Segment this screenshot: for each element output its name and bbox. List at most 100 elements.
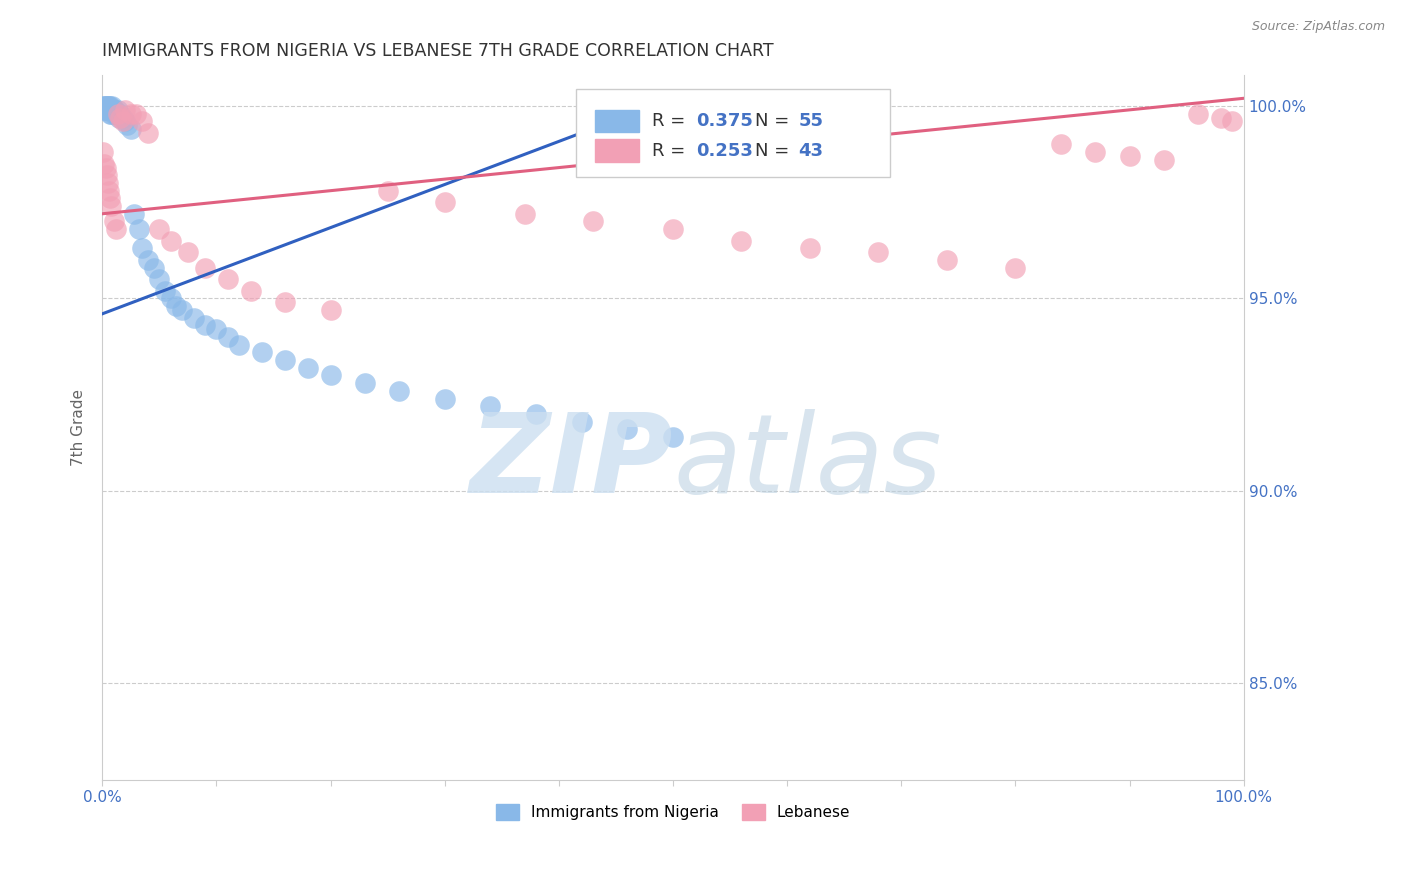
Point bbox=[524, 407, 547, 421]
Point bbox=[103, 103, 125, 117]
Point bbox=[319, 303, 342, 318]
Point bbox=[662, 222, 685, 236]
Point bbox=[100, 103, 122, 117]
Text: 0.253: 0.253 bbox=[696, 142, 752, 160]
Point bbox=[228, 337, 250, 351]
Point bbox=[377, 184, 399, 198]
Point bbox=[93, 103, 115, 117]
Point bbox=[120, 122, 142, 136]
Legend: Immigrants from Nigeria, Lebanese: Immigrants from Nigeria, Lebanese bbox=[491, 799, 855, 825]
Point bbox=[94, 99, 117, 113]
Point bbox=[104, 222, 127, 236]
Text: Source: ZipAtlas.com: Source: ZipAtlas.com bbox=[1251, 20, 1385, 33]
Point bbox=[108, 111, 131, 125]
Point bbox=[128, 222, 150, 236]
Point bbox=[94, 103, 117, 117]
Point bbox=[730, 234, 752, 248]
Point bbox=[319, 368, 342, 383]
Point bbox=[97, 176, 120, 190]
Point bbox=[101, 99, 124, 113]
Point bbox=[98, 99, 121, 113]
Point bbox=[250, 345, 273, 359]
Point bbox=[93, 99, 115, 113]
Point bbox=[159, 234, 181, 248]
Point bbox=[103, 214, 125, 228]
Point bbox=[868, 245, 890, 260]
Point bbox=[205, 322, 228, 336]
Point bbox=[104, 103, 127, 117]
Point bbox=[433, 195, 456, 210]
Point bbox=[513, 207, 536, 221]
Point bbox=[148, 272, 170, 286]
Point bbox=[177, 245, 200, 260]
Point bbox=[110, 106, 132, 120]
Point bbox=[136, 252, 159, 267]
Text: 43: 43 bbox=[799, 142, 824, 160]
Point bbox=[194, 318, 217, 333]
Point bbox=[93, 99, 115, 113]
Point bbox=[107, 103, 129, 117]
Text: N =: N = bbox=[755, 142, 796, 160]
Point bbox=[122, 207, 145, 221]
Point bbox=[433, 392, 456, 406]
Point bbox=[103, 106, 125, 120]
Point bbox=[142, 260, 165, 275]
Text: R =: R = bbox=[652, 142, 692, 160]
Point bbox=[274, 295, 297, 310]
FancyBboxPatch shape bbox=[576, 89, 890, 178]
Point bbox=[97, 103, 120, 117]
Point bbox=[936, 252, 959, 267]
Point bbox=[217, 330, 239, 344]
Point bbox=[117, 118, 139, 132]
Point bbox=[98, 191, 121, 205]
Point bbox=[100, 199, 122, 213]
Point bbox=[125, 106, 148, 120]
Point bbox=[114, 114, 136, 128]
Point bbox=[96, 103, 118, 117]
FancyBboxPatch shape bbox=[595, 110, 638, 132]
Point bbox=[297, 360, 319, 375]
Point bbox=[96, 99, 118, 113]
Point bbox=[274, 353, 297, 368]
Point bbox=[165, 299, 187, 313]
Point bbox=[1004, 260, 1026, 275]
Point bbox=[98, 103, 121, 117]
Point bbox=[1118, 149, 1140, 163]
Point bbox=[96, 169, 118, 183]
Point bbox=[105, 106, 128, 120]
FancyBboxPatch shape bbox=[595, 139, 638, 161]
Point bbox=[172, 303, 194, 318]
Text: R =: R = bbox=[652, 112, 692, 130]
Point bbox=[98, 184, 121, 198]
Point bbox=[571, 415, 593, 429]
Point bbox=[194, 260, 217, 275]
Text: IMMIGRANTS FROM NIGERIA VS LEBANESE 7TH GRADE CORRELATION CHART: IMMIGRANTS FROM NIGERIA VS LEBANESE 7TH … bbox=[103, 42, 773, 60]
Text: 0.375: 0.375 bbox=[696, 112, 752, 130]
Point bbox=[98, 99, 121, 113]
Point bbox=[353, 376, 375, 391]
Point bbox=[98, 106, 121, 120]
Point bbox=[217, 272, 239, 286]
Text: ZIP: ZIP bbox=[470, 409, 673, 516]
Point bbox=[136, 126, 159, 140]
Point bbox=[111, 114, 134, 128]
Point bbox=[111, 111, 134, 125]
Point bbox=[1153, 153, 1175, 167]
Point bbox=[1050, 137, 1073, 152]
Point bbox=[153, 284, 176, 298]
Point bbox=[107, 106, 129, 120]
Point bbox=[94, 161, 117, 175]
Point bbox=[1209, 111, 1232, 125]
Point bbox=[159, 292, 181, 306]
Point bbox=[100, 106, 122, 120]
Text: atlas: atlas bbox=[673, 409, 942, 516]
Point bbox=[110, 111, 132, 125]
Point bbox=[93, 157, 115, 171]
Point bbox=[97, 99, 120, 113]
Point bbox=[479, 399, 502, 413]
Point bbox=[388, 384, 411, 398]
Point bbox=[131, 241, 153, 255]
Y-axis label: 7th Grade: 7th Grade bbox=[72, 389, 86, 466]
Point bbox=[93, 145, 115, 160]
Point bbox=[183, 310, 205, 325]
